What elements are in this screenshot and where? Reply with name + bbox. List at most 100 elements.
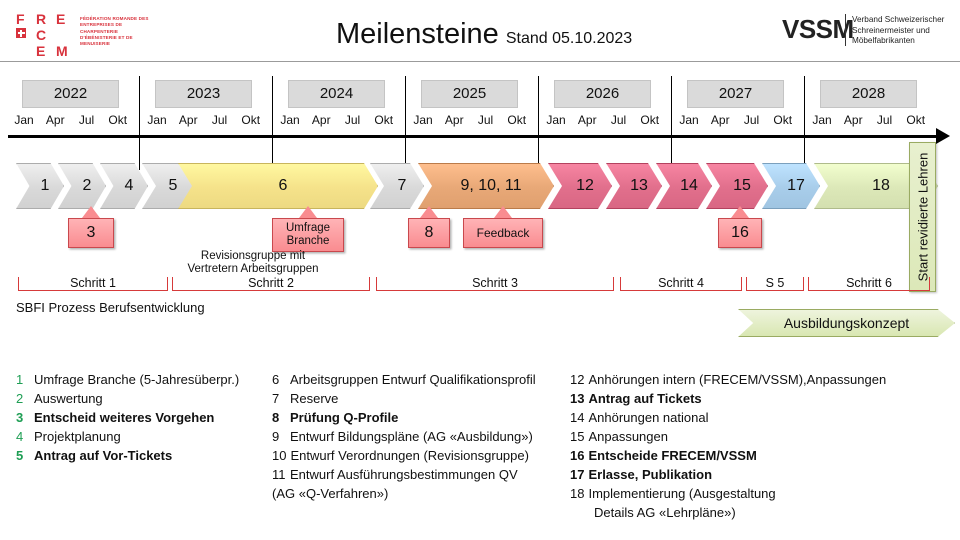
legend-item-15: 15 Anpassungen — [570, 427, 886, 446]
month-label-2022-Jan: Jan — [14, 113, 34, 127]
year-box-2025: 2025 — [421, 80, 518, 108]
legend-item-3-text: Entscheid weiteres Vorgehen — [34, 410, 215, 425]
phase-chevron-10-label: 14 — [680, 177, 698, 194]
phase-chevron-3[interactable]: 4 — [100, 163, 148, 209]
legend-item-7: 7 Reserve — [272, 389, 536, 408]
revisionsgruppe-line2: Vertretern Arbeitsgruppen — [187, 263, 319, 275]
callout-8-stem — [420, 206, 438, 218]
month-label-2024-Apr: Apr — [311, 113, 331, 127]
callout-umfrage-stem — [299, 206, 317, 218]
callout-16-stem — [731, 206, 749, 218]
legend-item-1-text: Umfrage Branche (5-Jahresüberpr.) — [34, 372, 240, 387]
legend-item-14-text: Anhörungen national — [588, 410, 709, 425]
vssm-subtitle: Verband Schweizerischer Schreinermeister… — [852, 15, 945, 45]
legend-item-9: 9 Entwurf Bildungspläne (AG «Ausbildung») — [272, 427, 536, 446]
month-label-2025-Jan: Jan — [413, 113, 433, 127]
start-revidierte-lehren-box: Start revidierte Lehren — [909, 142, 936, 292]
sbfi-process-label: SBFI Prozess Berufsentwicklung — [16, 300, 205, 315]
legend-item-14-number: 14 — [570, 410, 585, 425]
month-label-2022-Okt: Okt — [108, 113, 128, 127]
phase-chevron-12[interactable]: 17 — [762, 163, 820, 209]
milestone-chevron-band: 1 2 4 5 6 7 9, 10, 11 12 13 14 15 17 18 — [0, 163, 960, 213]
bracket-schritt-4 — [620, 277, 742, 291]
swiss-cross-icon — [16, 28, 26, 38]
month-label-2024-Jan: Jan — [280, 113, 300, 127]
axis-line — [8, 135, 938, 138]
legend-item-15-text: Anpassungen — [588, 429, 668, 444]
frecem-letters: F R E C E M — [16, 12, 78, 58]
legend-item-10: 10 Entwurf Verordnungen (Revisionsgruppe) — [272, 446, 536, 465]
title-block: Meilensteine Stand 05.10.2023 — [336, 18, 632, 50]
month-label-2023-Jul: Jul — [211, 113, 228, 127]
phase-chevron-2-label: 2 — [82, 177, 92, 194]
year-separator-2024 — [272, 76, 273, 170]
callout-8-label: 8 — [424, 224, 434, 241]
phase-chevron-5[interactable]: 6 — [178, 163, 378, 209]
revisionsgruppe-note: Revisionsgruppe mit Vertretern Arbeitsgr… — [168, 250, 338, 276]
legend-column-2: 6 Arbeitsgruppen Entwurf Qualifikationspr… — [272, 370, 536, 503]
legend-item-5-text: Antrag auf Vor-Tickets — [34, 448, 173, 463]
label-schritt-3: Schritt 3 — [472, 276, 518, 290]
legend-item-4-number: 4 — [16, 429, 24, 444]
month-label-2024-Okt: Okt — [374, 113, 394, 127]
legend-item-2-number: 2 — [16, 391, 24, 406]
phase-chevron-9[interactable]: 13 — [606, 163, 662, 209]
month-label-2022-Jul: Jul — [78, 113, 95, 127]
phase-chevron-6[interactable]: 7 — [370, 163, 424, 209]
month-label-2028-Apr: Apr — [843, 113, 863, 127]
header-divider — [0, 61, 960, 62]
frecem-subtitle: FÉDÉRATION ROMANDE DES ENTREPRISES DE CH… — [80, 16, 149, 47]
legend-item-12-number: 12 — [570, 372, 585, 387]
ausbildungskonzept-chevron[interactable]: Ausbildungskonzept — [738, 309, 955, 337]
legend-item-8-text: Prüfung Q-Profile — [290, 410, 399, 425]
label-schritt-1: Schritt 1 — [70, 276, 116, 290]
legend-item-3-number: 3 — [16, 410, 24, 425]
legend-item-4: 4 Projektplanung — [16, 427, 239, 446]
phase-chevron-2[interactable]: 2 — [58, 163, 106, 209]
month-label-2027-Apr: Apr — [710, 113, 730, 127]
legend-item-5-number: 5 — [16, 448, 24, 463]
month-label-2026-Jul: Jul — [610, 113, 627, 127]
callout-feedback[interactable]: Feedback — [463, 218, 543, 248]
legend-item-3: 3 Entscheid weiteres Vorgehen — [16, 408, 239, 427]
axis-arrow-icon — [936, 128, 950, 144]
legend-item-11: 11 Entwurf Ausführungsbestimmungen QV — [272, 465, 536, 484]
legend-item-9-number: 9 — [272, 429, 280, 444]
legend: 1 Umfrage Branche (5-Jahresüberpr.) 2 Auswe… — [0, 370, 960, 535]
legend-item-11-text: Entwurf Ausführungsbestimmungen QV — [290, 467, 518, 482]
legend-column-1: 1 Umfrage Branche (5-Jahresüberpr.) 2 Auswe… — [16, 370, 239, 465]
vssm-logo: VSSM Verband Schweizerischer Schreinerme… — [782, 12, 950, 52]
phase-chevron-10[interactable]: 14 — [656, 163, 712, 209]
phase-chevron-7[interactable]: 9, 10, 11 — [418, 163, 554, 209]
month-label-2028-Okt: Okt — [906, 113, 926, 127]
legend-item-13-number: 13 — [570, 391, 585, 406]
phase-chevron-13-label: 18 — [872, 177, 890, 194]
bracket-schritt-3 — [376, 277, 614, 291]
callout-16[interactable]: 16 — [718, 218, 762, 248]
vssm-wordmark: VSSM — [782, 14, 854, 44]
year-box-2026: 2026 — [554, 80, 651, 108]
phase-chevron-12-label: 17 — [787, 177, 805, 194]
frecem-letter-f: F — [16, 11, 25, 27]
month-label-2028-Jan: Jan — [812, 113, 832, 127]
legend-item-1: 1 Umfrage Branche (5-Jahresüberpr.) — [16, 370, 239, 389]
year-box-2028: 2028 — [820, 80, 917, 108]
callout-umfrage-branche[interactable]: Umfrage Branche — [272, 218, 344, 252]
phase-chevron-11-label: 15 — [733, 177, 751, 194]
legend-item-11-number: 11 — [272, 467, 286, 482]
month-label-2023-Okt: Okt — [241, 113, 261, 127]
revisionsgruppe-line1: Revisionsgruppe mit — [200, 250, 306, 262]
vssm-divider — [845, 14, 846, 46]
callout-3[interactable]: 3 — [68, 218, 114, 248]
month-label-2027-Jan: Jan — [679, 113, 699, 127]
callout-8[interactable]: 8 — [408, 218, 450, 248]
month-label-2023-Apr: Apr — [178, 113, 198, 127]
month-label-2026-Okt: Okt — [640, 113, 660, 127]
phase-chevron-11[interactable]: 15 — [706, 163, 768, 209]
legend-item-10-number: 10 — [272, 448, 287, 463]
phase-chevron-8[interactable]: 12 — [548, 163, 612, 209]
legend-item-17-text: Erlasse, Publikation — [588, 467, 713, 482]
callout-3-label: 3 — [86, 224, 96, 241]
callout-16-label: 16 — [731, 224, 749, 241]
phase-chevron-1[interactable]: 1 — [16, 163, 64, 209]
